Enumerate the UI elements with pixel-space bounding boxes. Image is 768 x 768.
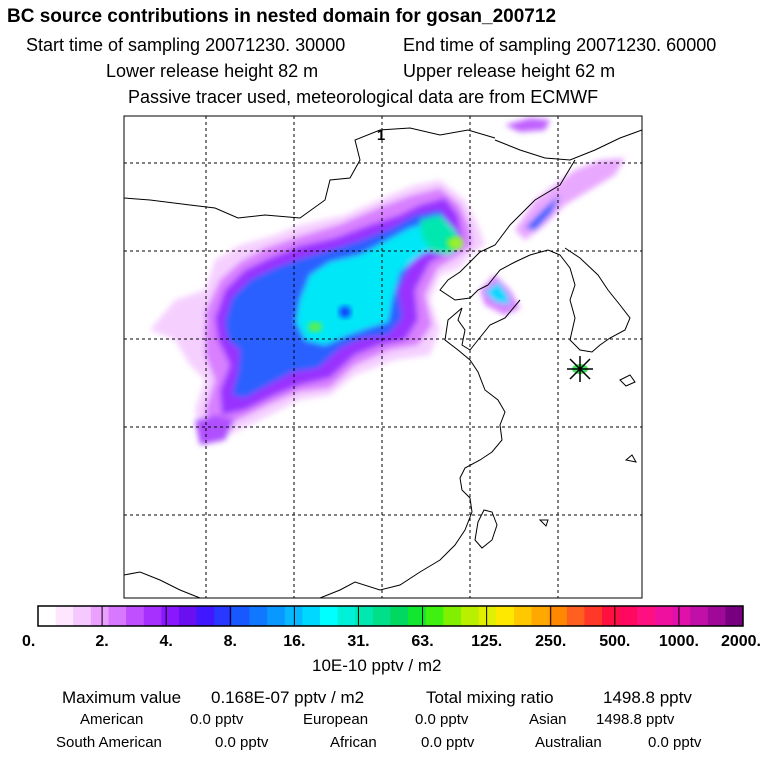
colorbar-swatch [38, 606, 57, 626]
colorbar-swatch [161, 606, 180, 626]
colorbar-swatch [478, 606, 497, 626]
colorbar-swatch [355, 606, 374, 626]
colorbar-swatch [267, 606, 286, 626]
colorbar-swatch [619, 606, 638, 626]
lower-release-height: Lower release height 82 m [106, 61, 319, 81]
concentration-field [150, 118, 625, 445]
colorbar-swatch [55, 606, 74, 626]
colorbar-swatch [584, 606, 603, 626]
colorbar-tick-label: 2. [95, 633, 108, 650]
colorbar-swatch [108, 606, 127, 626]
grid-lines [124, 116, 642, 598]
map-frame [123, 115, 643, 599]
tracer-note: Passive tracer used, meteorological data… [128, 87, 599, 107]
region-name: American [80, 711, 144, 728]
max-value: 0.168E-07 pptv / m2 [211, 688, 365, 707]
colorbar-tick-label: 16. [283, 633, 305, 650]
colorbar-unit: 10E-10 pptv / m2 [312, 656, 442, 675]
colorbar-tick-label: 250. [535, 633, 566, 650]
colorbar-swatch [302, 606, 321, 626]
colorbar: 0. 2. 4. 8. 16. 31. 63. 125. 250. 500. 1000. 2000. [22, 605, 761, 650]
region-name: Asian [529, 711, 567, 728]
colorbar-frame [37, 605, 744, 627]
upper-release-height: Upper release height 62 m [403, 61, 616, 81]
colorbar-swatch [602, 606, 621, 626]
colorbar-swatch [513, 606, 533, 626]
colorbar-tick-label: 1000. [659, 633, 699, 650]
colorbar-tick-label: 8. [224, 633, 237, 650]
end-time: End time of sampling 20071230. 60000 [403, 35, 717, 55]
region-value: 0.0 pptv [215, 734, 269, 751]
colorbar-swatch [231, 606, 251, 626]
colorbar-swatch [672, 606, 691, 626]
colorbar-swatch [179, 606, 198, 626]
region-value: 0.0 pptv [421, 734, 475, 751]
colorbar-swatch [549, 606, 568, 626]
max-value-label: Maximum value [62, 688, 182, 707]
colorbar-tick-label: 125. [471, 633, 502, 650]
region-name: European [303, 711, 369, 728]
page-title: BC source contributions in nested domain… [7, 6, 557, 27]
colorbar-swatch [90, 606, 110, 626]
panel-label: 1 [377, 127, 385, 144]
colorbar-swatch [196, 606, 215, 626]
colorbar-swatch [707, 606, 726, 626]
colorbar-swatch [637, 606, 656, 626]
colorbar-swatch [249, 606, 268, 626]
region-value: 0.0 pptv [415, 711, 469, 728]
colorbar-swatch [425, 606, 444, 626]
colorbar-swatch [320, 606, 339, 626]
colorbar-swatch [337, 606, 356, 626]
colorbar-swatch [390, 606, 409, 626]
colorbar-swatch [408, 606, 427, 626]
region-name: African [330, 734, 377, 751]
colorbar-swatch [214, 606, 233, 626]
colorbar-swatch [284, 606, 303, 626]
region-value: 0.0 pptv [190, 711, 244, 728]
colorbar-tick-label: 0. [22, 633, 35, 650]
region-name: South American [56, 734, 162, 751]
region-name: Australian [535, 734, 602, 751]
colorbar-swatch [725, 606, 744, 626]
colorbar-swatch [126, 606, 145, 626]
colorbar-tick-label: 31. [347, 633, 369, 650]
colorbar-tick-label: 63. [411, 633, 433, 650]
region-value: 0.0 pptv [648, 734, 702, 751]
colorbar-swatch [531, 606, 550, 626]
colorbar-tick-label: 500. [599, 633, 630, 650]
region-value: 1498.8 pptv [596, 711, 675, 728]
colorbar-swatch [443, 606, 462, 626]
colorbar-swatch [566, 606, 585, 626]
total-mixing-label: Total mixing ratio [426, 688, 554, 707]
colorbar-swatch [461, 606, 480, 626]
colorbar-swatch [690, 606, 709, 626]
colorbar-tick-label: 4. [160, 633, 173, 650]
colorbar-swatch [654, 606, 674, 626]
colorbar-swatch [372, 606, 392, 626]
coastlines [124, 127, 642, 598]
total-mixing-value: 1498.8 pptv [603, 688, 692, 707]
colorbar-tick-label: 2000. [721, 633, 761, 650]
start-time: Start time of sampling 20071230. 30000 [26, 35, 346, 55]
colorbar-swatch [496, 606, 515, 626]
colorbar-swatch [143, 606, 162, 626]
colorbar-swatch [73, 606, 92, 626]
star-icon [567, 356, 593, 382]
